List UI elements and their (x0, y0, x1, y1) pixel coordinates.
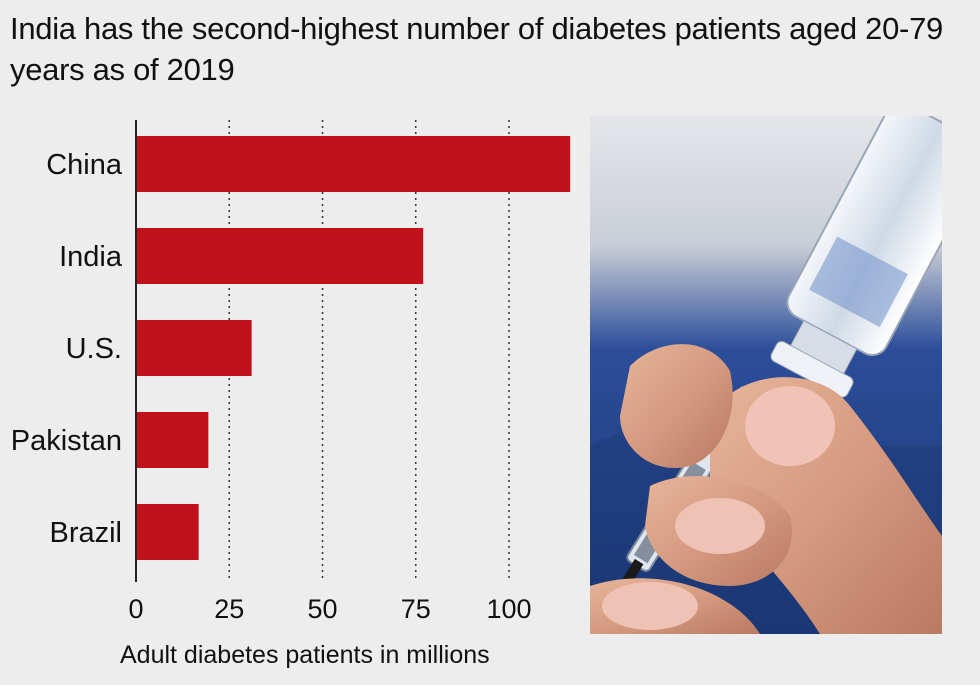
bars (137, 136, 571, 560)
category-label-pakistan: Pakistan (11, 425, 122, 457)
insulin-syringe-photo (590, 116, 942, 634)
category-label-india: India (59, 241, 123, 273)
tick-label-50: 50 (307, 594, 337, 624)
category-label-brazil: Brazil (49, 517, 122, 549)
tick-label-100: 100 (486, 594, 531, 624)
grid-lines (228, 120, 510, 582)
tick-label-75: 75 (401, 594, 431, 624)
bar-china (137, 136, 571, 192)
syringe-vial-icon (590, 116, 942, 634)
tick-labels: 0 25 50 75 100 (128, 594, 531, 624)
chart-title: India has the second-highest number of d… (10, 11, 943, 87)
bar-brazil (137, 504, 199, 560)
bar-pakistan (137, 412, 209, 468)
category-label-china: China (46, 149, 123, 181)
category-labels: China India U.S. Pakistan Brazil (11, 149, 123, 549)
tick-label-25: 25 (214, 594, 244, 624)
bar-india (137, 228, 424, 284)
tick-label-0: 0 (128, 594, 143, 624)
bar-us (137, 320, 252, 376)
x-axis-label: Adult diabetes patients in millions (120, 641, 490, 669)
category-label-us: U.S. (66, 333, 122, 365)
